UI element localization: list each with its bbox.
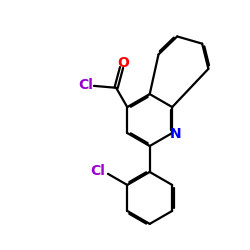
Text: O: O [117,56,129,70]
Text: N: N [169,127,181,141]
Text: Cl: Cl [90,164,105,178]
Text: Cl: Cl [78,78,93,92]
